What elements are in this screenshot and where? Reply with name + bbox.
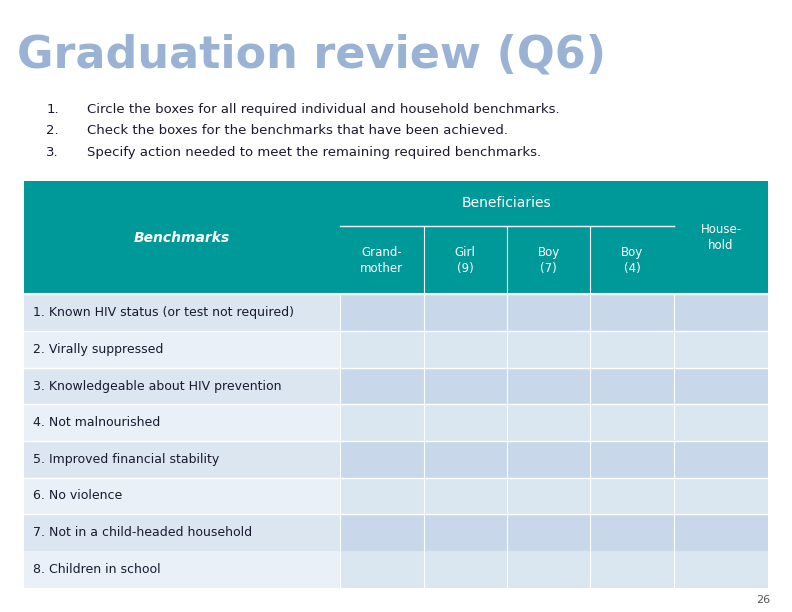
Bar (341, 368, 424, 405)
Text: 6. No violence: 6. No violence (32, 490, 122, 502)
Bar (590, 405, 674, 441)
Bar (424, 477, 507, 514)
Text: 8. Children in school: 8. Children in school (32, 562, 160, 576)
Bar (507, 551, 590, 588)
Text: 2. Virally suppressed: 2. Virally suppressed (32, 343, 163, 356)
Text: Grand-
mother: Grand- mother (360, 246, 403, 275)
Text: 3.: 3. (46, 146, 59, 159)
Text: 5. Improved financial stability: 5. Improved financial stability (32, 453, 219, 466)
Bar (341, 477, 424, 514)
Bar (590, 226, 674, 294)
Text: Beneficiaries: Beneficiaries (462, 196, 552, 211)
Bar (24, 294, 341, 331)
Bar (24, 368, 341, 405)
Text: Boy
(4): Boy (4) (621, 246, 643, 275)
Bar (674, 331, 768, 368)
Bar (674, 405, 768, 441)
Text: Check the boxes for the benchmarks that have been achieved.: Check the boxes for the benchmarks that … (87, 124, 508, 138)
Bar (424, 368, 507, 405)
Bar (24, 441, 341, 477)
Bar (341, 331, 424, 368)
Bar (507, 514, 590, 551)
Bar (507, 441, 590, 477)
Bar (424, 441, 507, 477)
Bar (674, 368, 768, 405)
Bar (507, 477, 590, 514)
Bar (424, 405, 507, 441)
Bar (341, 405, 424, 441)
Bar (674, 441, 768, 477)
Bar (24, 477, 341, 514)
Bar (341, 294, 424, 331)
Bar (507, 294, 590, 331)
Text: 26: 26 (756, 595, 770, 605)
Bar (507, 405, 590, 441)
Text: Boy
(7): Boy (7) (538, 246, 560, 275)
Text: Benchmarks: Benchmarks (134, 231, 230, 245)
Bar (341, 551, 424, 588)
Bar (590, 477, 674, 514)
Bar (590, 441, 674, 477)
Bar (590, 331, 674, 368)
Bar (424, 226, 507, 294)
Bar (674, 514, 768, 551)
Bar (590, 514, 674, 551)
Bar (424, 294, 507, 331)
Bar (507, 226, 590, 294)
Bar (674, 181, 768, 294)
Bar (341, 181, 674, 226)
Text: Girl
(9): Girl (9) (455, 246, 476, 275)
Bar (341, 514, 424, 551)
Bar (24, 405, 341, 441)
Text: 3. Knowledgeable about HIV prevention: 3. Knowledgeable about HIV prevention (32, 379, 281, 392)
Bar (424, 331, 507, 368)
Text: Graduation review (Q6): Graduation review (Q6) (17, 34, 607, 76)
Bar (24, 181, 341, 294)
Bar (507, 368, 590, 405)
Bar (674, 477, 768, 514)
Bar (590, 368, 674, 405)
Bar (24, 551, 341, 588)
Bar (24, 331, 341, 368)
Bar (674, 294, 768, 331)
Bar (674, 551, 768, 588)
Bar (424, 514, 507, 551)
Bar (24, 514, 341, 551)
Text: 4. Not malnourished: 4. Not malnourished (32, 416, 160, 429)
Text: House-
hold: House- hold (700, 223, 741, 252)
Bar (341, 441, 424, 477)
Bar (590, 551, 674, 588)
Bar (507, 331, 590, 368)
Bar (590, 294, 674, 331)
Text: 1.: 1. (46, 103, 59, 116)
Text: 2.: 2. (46, 124, 59, 138)
Text: Circle the boxes for all required individual and household benchmarks.: Circle the boxes for all required indivi… (87, 103, 560, 116)
Text: 7. Not in a child-headed household: 7. Not in a child-headed household (32, 526, 252, 539)
Text: Specify action needed to meet the remaining required benchmarks.: Specify action needed to meet the remain… (87, 146, 541, 159)
Text: 1. Known HIV status (or test not required): 1. Known HIV status (or test not require… (32, 307, 294, 319)
Bar (341, 226, 424, 294)
Bar (424, 551, 507, 588)
